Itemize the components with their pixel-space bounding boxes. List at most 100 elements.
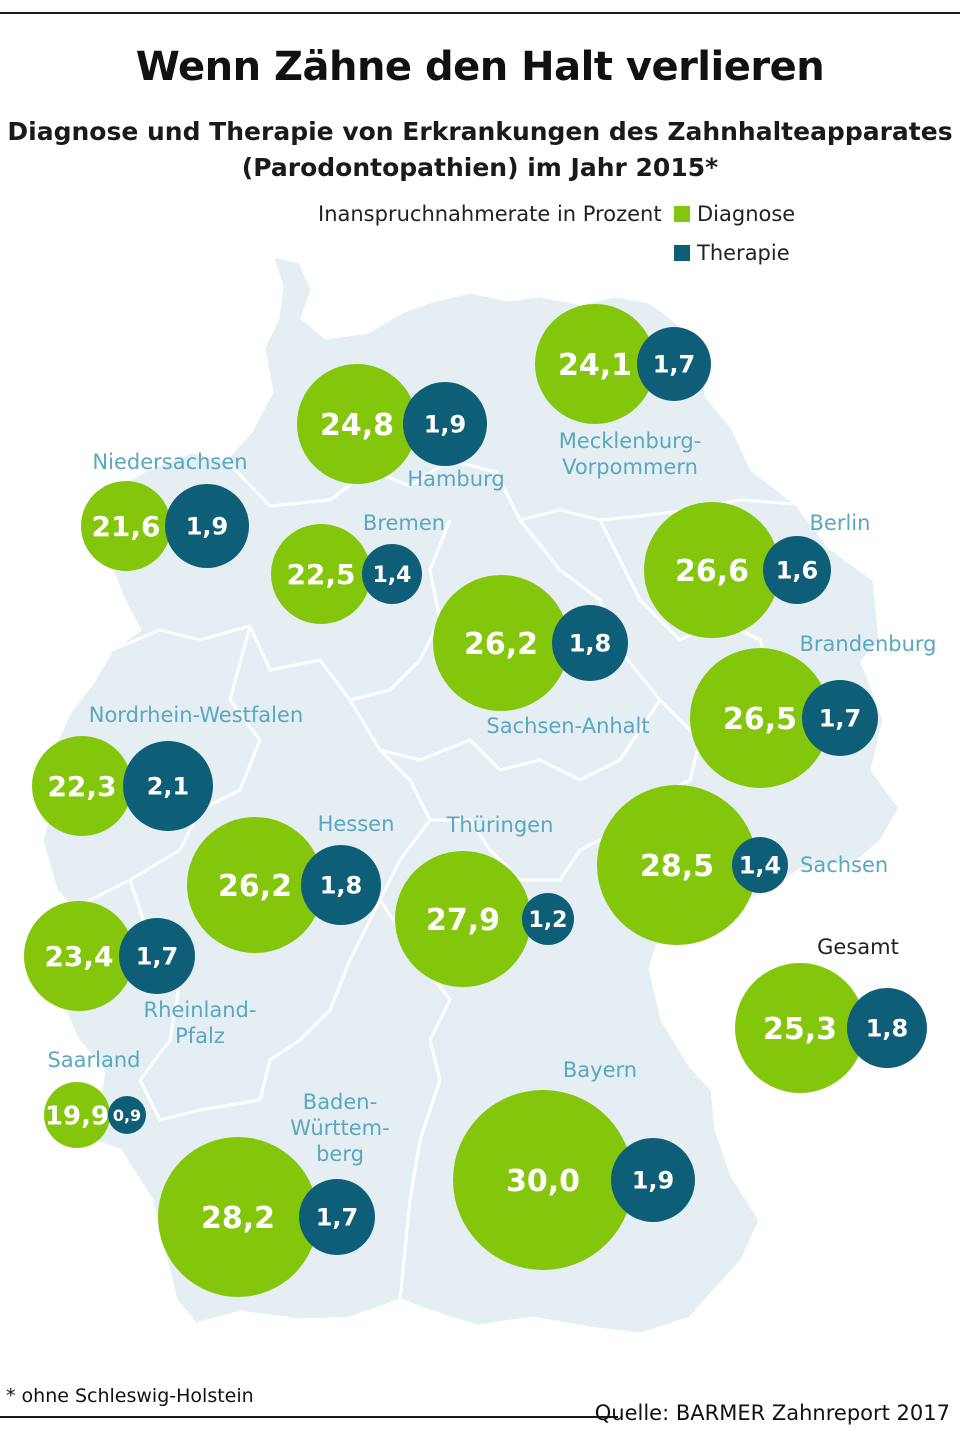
therapie-bubble-saarland <box>108 1096 146 1134</box>
region-berlin: 26,6 1,6 Berlin <box>644 502 870 638</box>
subtitle-line-2: (Parodontopathien) im Jahr 2015* <box>241 153 719 182</box>
region-label-gesamt: Gesamt <box>817 935 899 959</box>
region-label-line: Rheinland- <box>144 998 257 1022</box>
region-brandenburg: 26,5 1,7 Brandenburg <box>690 632 937 788</box>
diagnose-value-brandenburg: 26,5 <box>723 702 797 737</box>
region-label-line: Nordrhein-Westfalen <box>89 703 303 727</box>
region-label-line: Vorpommern <box>562 455 698 479</box>
diagnose-bubble-gesamt <box>735 963 865 1093</box>
region-label-baden-wuerttem-berg: Baden-Württem-berg <box>290 1090 389 1166</box>
region-label-line: Sachsen <box>800 853 888 877</box>
therapie-value-niedersachsen: 1,9 <box>186 513 229 541</box>
region-label-line: Gesamt <box>817 935 899 959</box>
state-border-niedersachsen <box>111 519 452 702</box>
therapie-value-hamburg: 1,9 <box>424 411 467 439</box>
therapie-bubble-rheinland-pfalz <box>119 918 195 994</box>
diagnose-value-nordrhein-westfalen: 22,3 <box>47 770 116 803</box>
region-label-line: Mecklenburg- <box>559 429 702 453</box>
legend-label-diagnose: Diagnose <box>697 202 796 226</box>
region-label-line: Niedersachsen <box>92 450 247 474</box>
region-label-line: Württem- <box>290 1116 389 1140</box>
therapie-bubble-baden-wuerttem-berg <box>299 1179 375 1255</box>
therapie-bubble-hessen <box>301 845 381 925</box>
region-label-line: Bayern <box>563 1058 637 1082</box>
state-border-sachsen-anhalt <box>379 519 662 782</box>
diagnose-bubble-bremen <box>271 524 371 624</box>
region-label-bremen: Bremen <box>363 511 445 535</box>
therapie-value-bremen: 1,4 <box>373 563 412 588</box>
diagnose-value-bremen: 22,5 <box>286 558 355 591</box>
therapie-value-saarland: 0,9 <box>113 1106 141 1125</box>
diagnose-bubble-baden-wuerttem-berg <box>158 1137 318 1297</box>
diagnose-value-sachsen: 28,5 <box>640 849 714 884</box>
therapie-value-berlin: 1,6 <box>776 557 819 585</box>
region-label-line: Baden- <box>303 1090 377 1114</box>
region-bayern: 30,0 1,9 Bayern <box>453 1058 695 1270</box>
diagnose-bubble-berlin <box>644 502 780 638</box>
diagnose-bubble-mecklenburg-vorpommern <box>535 304 655 424</box>
region-thueringen: 27,9 1,2 Thüringen <box>395 813 574 987</box>
region-label-saarland: Saarland <box>47 1048 140 1072</box>
diagnose-value-sachsen-anhalt: 26,2 <box>464 627 538 662</box>
diagnose-value-hamburg: 24,8 <box>320 408 394 443</box>
legend-caption: Inanspruchnahmerate in Prozent <box>318 202 662 226</box>
region-label-mecklenburg-vorpommern: Mecklenburg-Vorpommern <box>559 429 702 479</box>
therapie-value-brandenburg: 1,7 <box>819 705 862 733</box>
therapie-value-gesamt: 1,8 <box>866 1015 909 1043</box>
therapie-bubble-mecklenburg-vorpommern <box>637 327 711 401</box>
region-gesamt: 25,3 1,8 Gesamt <box>735 935 927 1093</box>
therapie-bubble-bremen <box>362 544 422 604</box>
therapie-value-thueringen: 1,2 <box>529 908 568 933</box>
therapie-value-sachsen: 1,4 <box>739 852 782 880</box>
diagnose-value-thueringen: 27,9 <box>426 903 500 938</box>
legend-swatch-diagnose <box>674 206 690 222</box>
therapie-bubble-thueringen <box>522 893 574 945</box>
bottom-rule <box>0 1416 618 1418</box>
diagnose-bubble-thueringen <box>395 851 531 987</box>
diagnose-value-saarland: 19,9 <box>45 1101 109 1131</box>
region-label-line: Pfalz <box>175 1024 225 1048</box>
top-rule <box>0 12 960 14</box>
region-sachsen: 28,5 1,4 Sachsen <box>597 785 888 945</box>
therapie-bubble-gesamt <box>847 988 927 1068</box>
therapie-bubble-sachsen-anhalt <box>552 605 628 681</box>
diagnose-bubble-brandenburg <box>690 648 830 788</box>
therapie-value-baden-wuerttem-berg: 1,7 <box>316 1204 359 1232</box>
diagnose-bubble-sachsen <box>597 785 757 945</box>
diagnose-bubble-hessen <box>187 817 323 953</box>
region-hessen: 26,2 1,8 Hessen <box>187 812 394 953</box>
therapie-bubble-berlin <box>763 536 831 604</box>
therapie-value-mecklenburg-vorpommern: 1,7 <box>653 351 696 379</box>
region-niedersachsen: 21,6 1,9 Niedersachsen <box>81 450 249 571</box>
region-label-thueringen: Thüringen <box>446 813 554 837</box>
diagnose-value-rheinland-pfalz: 23,4 <box>44 940 113 973</box>
region-label-line: Sachsen-Anhalt <box>486 714 649 738</box>
region-mecklenburg-vorpommern: 24,1 1,7 Mecklenburg-Vorpommern <box>535 304 711 479</box>
region-label-line: Hamburg <box>407 467 504 491</box>
page-title: Wenn Zähne den Halt verlieren <box>135 44 825 90</box>
diagnose-bubble-nordrhein-westfalen <box>32 736 132 836</box>
diagnose-bubble-saarland <box>44 1082 110 1148</box>
region-label-line: berg <box>316 1142 364 1166</box>
region-saarland: 19,9 0,9 Saarland <box>44 1048 146 1148</box>
legend-item-therapie: Therapie <box>674 241 790 265</box>
region-rheinland-pfalz: 23,4 1,7 Rheinland-Pfalz <box>24 901 256 1048</box>
diagnose-value-hessen: 26,2 <box>218 869 292 904</box>
subtitle-line-1: Diagnose und Therapie von Erkrankungen d… <box>7 117 953 146</box>
source-credit: Quelle: BARMER Zahnreport 2017 <box>594 1401 950 1425</box>
therapie-value-rheinland-pfalz: 1,7 <box>136 943 179 971</box>
footnote: * ohne Schleswig-Holstein <box>6 1385 254 1407</box>
region-nordrhein-westfalen: 22,3 2,1 Nordrhein-Westfalen <box>32 703 303 836</box>
region-label-hamburg: Hamburg <box>407 467 504 491</box>
therapie-value-bayern: 1,9 <box>632 1167 675 1195</box>
diagnose-bubble-rheinland-pfalz <box>24 901 134 1011</box>
bubble-layer: 24,8 1,9 Hamburg 24,1 1,7 Mecklenburg-Vorpomm… <box>24 304 937 1297</box>
region-label-sachsen-anhalt: Sachsen-Anhalt <box>486 714 649 738</box>
region-label-brandenburg: Brandenburg <box>799 632 936 656</box>
therapie-value-nordrhein-westfalen: 2,1 <box>147 773 190 801</box>
region-label-line: Berlin <box>810 511 871 535</box>
region-sachsen-anhalt: 26,2 1,8 Sachsen-Anhalt <box>433 575 650 738</box>
therapie-bubble-nordrhein-westfalen <box>123 741 213 831</box>
